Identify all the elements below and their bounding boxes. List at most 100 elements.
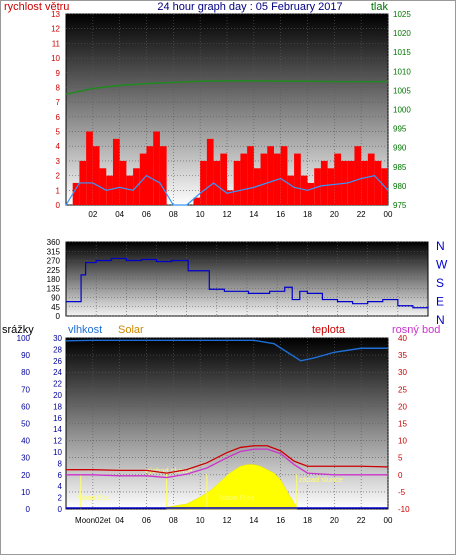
- rain-tick-label: 60: [21, 402, 30, 411]
- wind-gust-bar: [159, 146, 167, 205]
- dewpoint-axis-title: rosný bod: [392, 324, 440, 336]
- wind-gust-bars: [72, 131, 388, 205]
- wind-gust-bar: [86, 131, 93, 205]
- temperature-x-tick-label: 00: [384, 516, 393, 525]
- temperature-tick-label: -5: [398, 488, 406, 497]
- wind-tick-label: 0: [56, 201, 61, 210]
- temperature-x-tick-label: 10: [196, 516, 205, 525]
- wind-tick-label: 5: [56, 128, 61, 137]
- wind-tick-label: 11: [52, 39, 61, 48]
- rain-tick-label: 0: [26, 505, 31, 514]
- wind-x-tick-label: 12: [223, 210, 232, 219]
- wind-gust-bar: [126, 175, 134, 205]
- temperature-x-tick-label: 06: [142, 516, 151, 525]
- wind-x-tick-label: 04: [115, 210, 124, 219]
- wind-gust-bar: [260, 153, 268, 205]
- humidity-tick-label: 10: [53, 448, 62, 457]
- wind-tick-label: 1: [56, 186, 61, 195]
- temperature-y-ticks: -10 -5 0 5 10 15 20 25 30 35 40: [398, 334, 410, 514]
- sun-moon-events: Moon Set východ slunce Moon Rise západ slun…: [77, 466, 343, 509]
- wind-gust-bar: [213, 160, 221, 205]
- direction-tick-label: 360: [47, 238, 61, 247]
- wind-gust-bar: [72, 182, 80, 205]
- compass-label: W: [436, 258, 448, 272]
- wind-gust-bar: [361, 160, 368, 205]
- wind-x-tick-label: 06: [142, 210, 151, 219]
- temperature-x-tick-label: 18: [303, 516, 312, 525]
- temperature-axis-title: teplota: [312, 324, 346, 336]
- wind-gust-bar: [233, 160, 241, 205]
- pressure-tick-label: 995: [393, 125, 407, 134]
- temperature-x-tick-label: 20: [330, 516, 339, 525]
- temperature-x-tick-label: 16: [276, 516, 285, 525]
- solar-area: [166, 464, 298, 510]
- wind-gust-bar: [106, 175, 113, 205]
- temperature-tick-label: 40: [398, 334, 407, 343]
- rain-y-ticks: 0 10 20 30 40 50 60 70 80 90 100: [17, 334, 31, 514]
- direction-tick-label: 180: [47, 275, 61, 284]
- wind-gust-bar: [374, 160, 382, 205]
- humidity-tick-label: 16: [53, 414, 62, 423]
- rain-axis-title: srážky: [2, 324, 34, 336]
- wind-gust-bar: [267, 146, 274, 205]
- wind-gust-bar: [153, 131, 160, 205]
- wind-gust-bar: [334, 153, 342, 205]
- temperature-tick-label: 30: [398, 368, 407, 377]
- rain-tick-label: 100: [17, 334, 31, 343]
- humidity-tick-label: 8: [58, 459, 63, 468]
- pressure-tick-label: 985: [393, 163, 407, 172]
- wind-tick-label: 8: [56, 83, 61, 92]
- pressure-tick-label: 1005: [393, 86, 411, 95]
- rain-tick-label: 50: [21, 420, 30, 429]
- wind-tick-label: 6: [56, 113, 61, 122]
- wind-gust-bar: [193, 197, 201, 205]
- dewpoint-line: [66, 448, 388, 479]
- wind-gust-bar: [307, 182, 315, 205]
- direction-tick-label: 315: [47, 247, 61, 256]
- direction-tick-label: 90: [51, 294, 60, 303]
- rain-tick-label: 20: [21, 471, 30, 480]
- wind-gust-bar: [240, 153, 248, 205]
- temperature-x-tick-label: Moon02et: [75, 516, 111, 525]
- temperature-tick-label: 25: [398, 385, 407, 394]
- pressure-tick-label: 1000: [393, 106, 411, 115]
- temperature-tick-label: 10: [398, 437, 407, 446]
- direction-tick-label: 270: [47, 257, 61, 266]
- wind-gust-bar: [327, 168, 335, 205]
- wind-x-tick-label: 14: [249, 210, 258, 219]
- wind-x-tick-label: 18: [303, 210, 312, 219]
- pressure-tick-label: 980: [393, 182, 407, 191]
- wind-gust-bar: [247, 146, 254, 205]
- humidity-axis-title: vlhkost: [68, 324, 102, 336]
- direction-tick-label: 135: [47, 284, 61, 293]
- wind-x-tick-label: 20: [330, 210, 339, 219]
- wind-tick-label: 2: [56, 172, 61, 181]
- wind-gust-bar: [294, 153, 301, 205]
- wind-gust-bar: [99, 168, 107, 205]
- temperature-tick-label: 35: [398, 351, 407, 360]
- event-label: západ slunce: [299, 475, 343, 484]
- pressure-axis-title: tlak: [371, 1, 389, 13]
- wind-tick-label: 9: [56, 69, 61, 78]
- wind-tick-label: 13: [51, 10, 60, 19]
- wind-x-tick-label: 08: [169, 210, 178, 219]
- compass-label: E: [436, 295, 444, 309]
- humidity-line: [65, 339, 388, 362]
- wind-tick-label: 7: [56, 98, 61, 107]
- direction-line: [66, 257, 429, 309]
- humidity-tick-label: 30: [53, 334, 62, 343]
- compass-label: N: [436, 239, 445, 253]
- rain-tick-label: 30: [21, 454, 30, 463]
- pressure-tick-label: 1025: [393, 10, 411, 19]
- wind-tick-label: 10: [51, 54, 60, 63]
- humidity-tick-label: 26: [53, 357, 62, 366]
- wind-x-tick-label: 00: [384, 210, 393, 219]
- wind-x-tick-label: 02: [88, 210, 97, 219]
- humidity-tick-label: 12: [53, 437, 62, 446]
